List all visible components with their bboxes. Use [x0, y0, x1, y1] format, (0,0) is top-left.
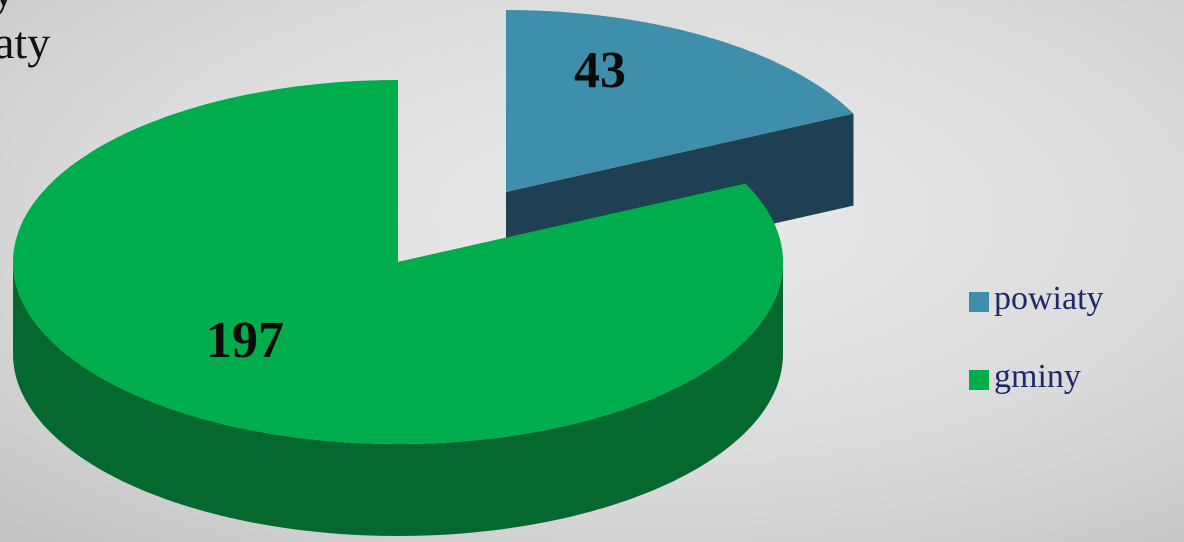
legend-swatch [969, 370, 989, 390]
legend-label: gminy [994, 358, 1081, 395]
chart-title: aty [0, 17, 50, 68]
slice [13, 80, 783, 444]
data-label: 43 [574, 42, 626, 99]
chart-title: y [0, 0, 15, 16]
legend-label: powiaty [994, 280, 1104, 317]
legend-swatch [969, 292, 989, 312]
legend: powiaty gminy [969, 280, 1104, 395]
slice [506, 10, 854, 192]
slice-side [13, 262, 783, 536]
pie: 43 197 [13, 10, 854, 536]
data-label: 197 [206, 312, 284, 369]
